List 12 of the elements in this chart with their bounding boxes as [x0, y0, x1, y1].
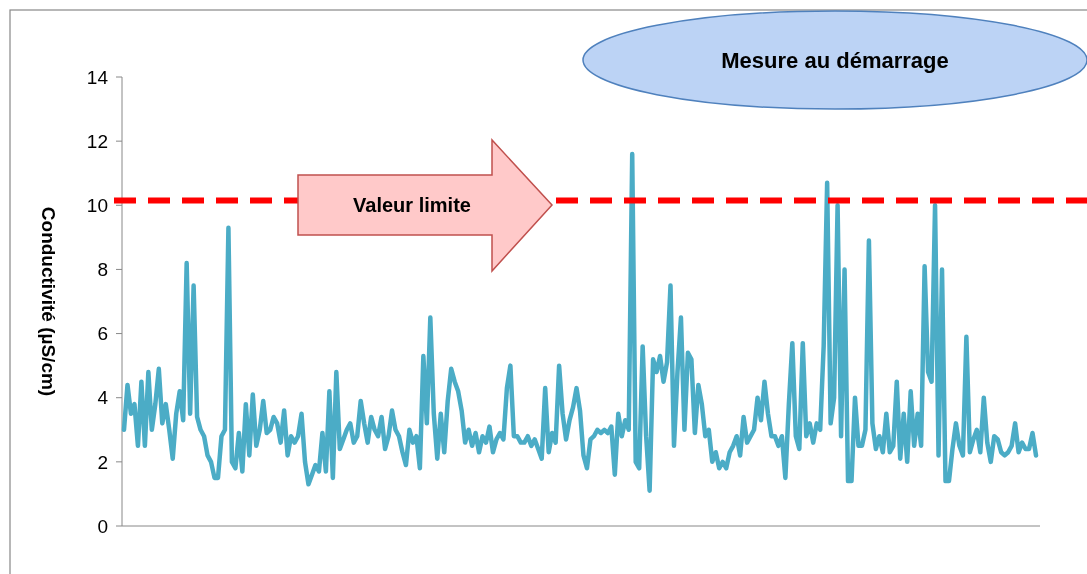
y-tick-label: 10 — [86, 194, 108, 216]
line-series — [121, 151, 1039, 493]
ref-line-label: Valeur limite — [353, 194, 471, 216]
y-tick-label: 8 — [97, 259, 108, 281]
y-tick-label: 12 — [86, 130, 108, 152]
chart-title: Mesure au démarrage — [721, 47, 949, 73]
y-tick-label: 4 — [97, 387, 109, 409]
y-tick-label: 0 — [97, 515, 108, 537]
y-tick-label: 6 — [97, 323, 108, 345]
y-axis-title: Conductivité (µS/cm) — [38, 206, 59, 397]
y-tick-label: 14 — [86, 66, 109, 88]
y-tick-label: 2 — [97, 451, 108, 473]
